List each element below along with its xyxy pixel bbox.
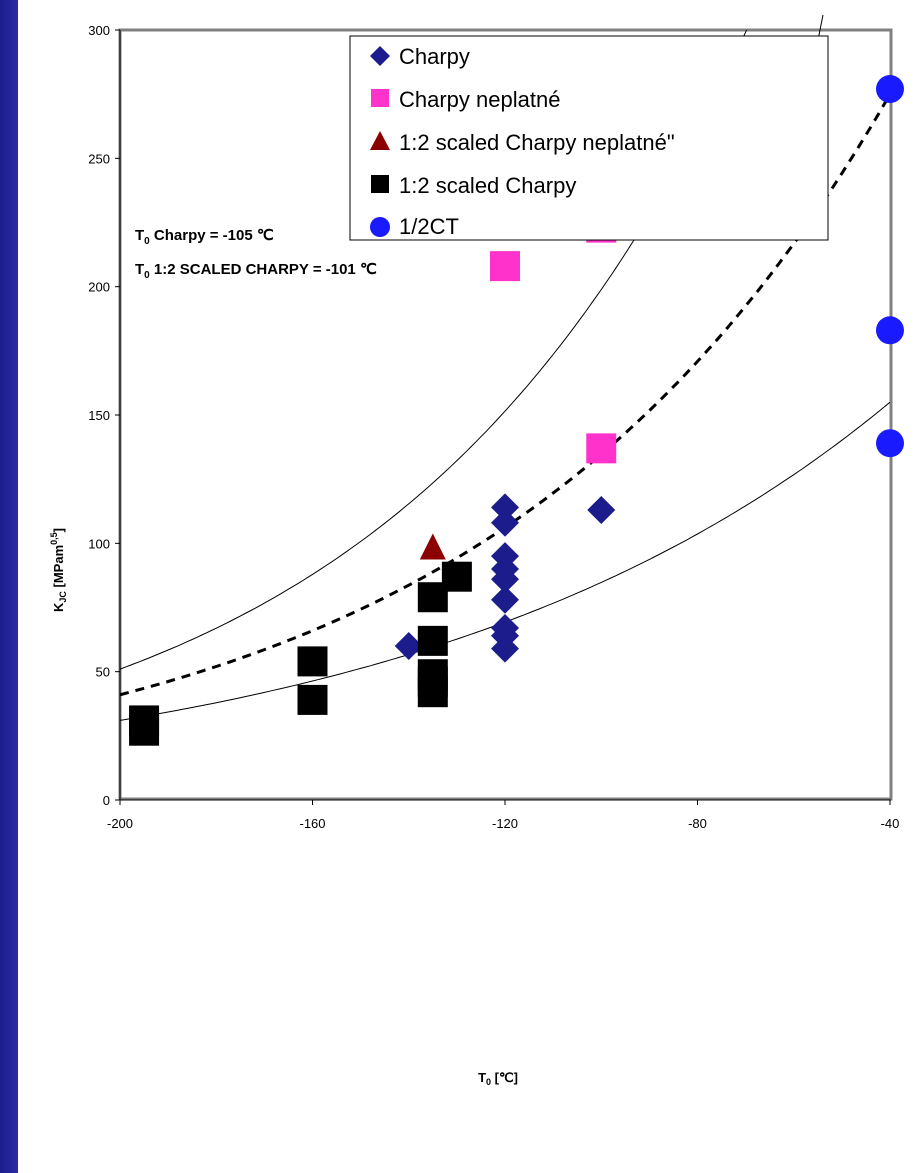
legend-diamond-icon [370,46,390,66]
legend: Charpy Charpy neplatné 1:2 scaled Charpy… [349,35,829,241]
data-point-charpy [587,495,616,524]
data-point-1-2-scaled-charpy-neplatn [419,533,446,560]
data-point-1-2ct [876,316,904,345]
legend-box [349,35,829,241]
data-point-charpy [491,585,519,614]
data-point-1-2-scaled-charpy [441,561,472,592]
data-point-charpy [491,508,519,537]
fit-curve-solid-upper [120,30,748,670]
y-tick-label: 250 [88,151,110,166]
y-axis-label: KJC [MPam0,5] [49,528,68,612]
x-tick-label: -40 [881,816,900,831]
y-tick-label: 0 [103,793,110,808]
legend-label-half-ct: 1/2CT [399,214,459,239]
data-point-1-2-scaled-charpy [417,677,448,708]
data-point-1-2ct [876,429,904,458]
legend-label-charpy: Charpy [399,44,470,69]
data-point-charpy [491,565,519,594]
data-point-1-2-scaled-charpy [129,715,160,746]
data-point-1-2-scaled-charpy [297,684,328,715]
y-tick-label: 100 [88,536,110,551]
legend-circle-icon [370,217,390,237]
y-tick-label: 50 [96,665,110,680]
y-tick-label: 300 [88,23,110,38]
legend-label-scaled-neplatne: 1:2 scaled Charpy neplatné" [399,130,675,155]
data-point-charpy-neplatn [490,251,520,282]
x-tick-label: -200 [107,816,133,831]
x-axis-label: T0 [℃] [478,1070,518,1087]
data-point-1-2-scaled-charpy [417,625,448,656]
data-point-1-2ct [876,75,904,104]
data-point-charpy [394,632,423,660]
x-tick-label: -120 [492,816,518,831]
legend-black-square-icon [371,175,389,193]
chart-plate: 0 50 100 150 200 250 300 -200 -160 -120 -80 -40 T0 … [18,0,918,1173]
x-tick-label: -160 [299,816,325,831]
data-point-1-2-scaled-charpy [297,646,328,677]
scatter-chart: 0 50 100 150 200 250 300 -200 -160 -120 -80 -40 T0 … [49,14,904,1087]
y-tick-label: 200 [88,280,110,295]
legend-pink-square-icon [371,89,389,107]
x-tick-label: -80 [688,816,707,831]
annotation-t0-scaled-charpy: T0 1:2 SCALED CHARPY = -101 ℃ [135,261,377,281]
y-tick-label: 150 [88,408,110,423]
data-point-charpy [491,634,519,663]
data-point-charpy-neplatn [586,433,617,464]
annotation-t0-charpy: T0 Charpy = -105 ℃ [135,227,274,247]
legend-label-scaled-charpy: 1:2 scaled Charpy [399,173,576,198]
ticks: 0 50 100 150 200 250 300 -200 -160 -120 -80 -40 [88,23,899,831]
legend-triangle-icon [370,131,390,150]
data-point-charpy [491,493,519,522]
legend-label-charpy-neplatne: Charpy neplatné [399,87,560,112]
